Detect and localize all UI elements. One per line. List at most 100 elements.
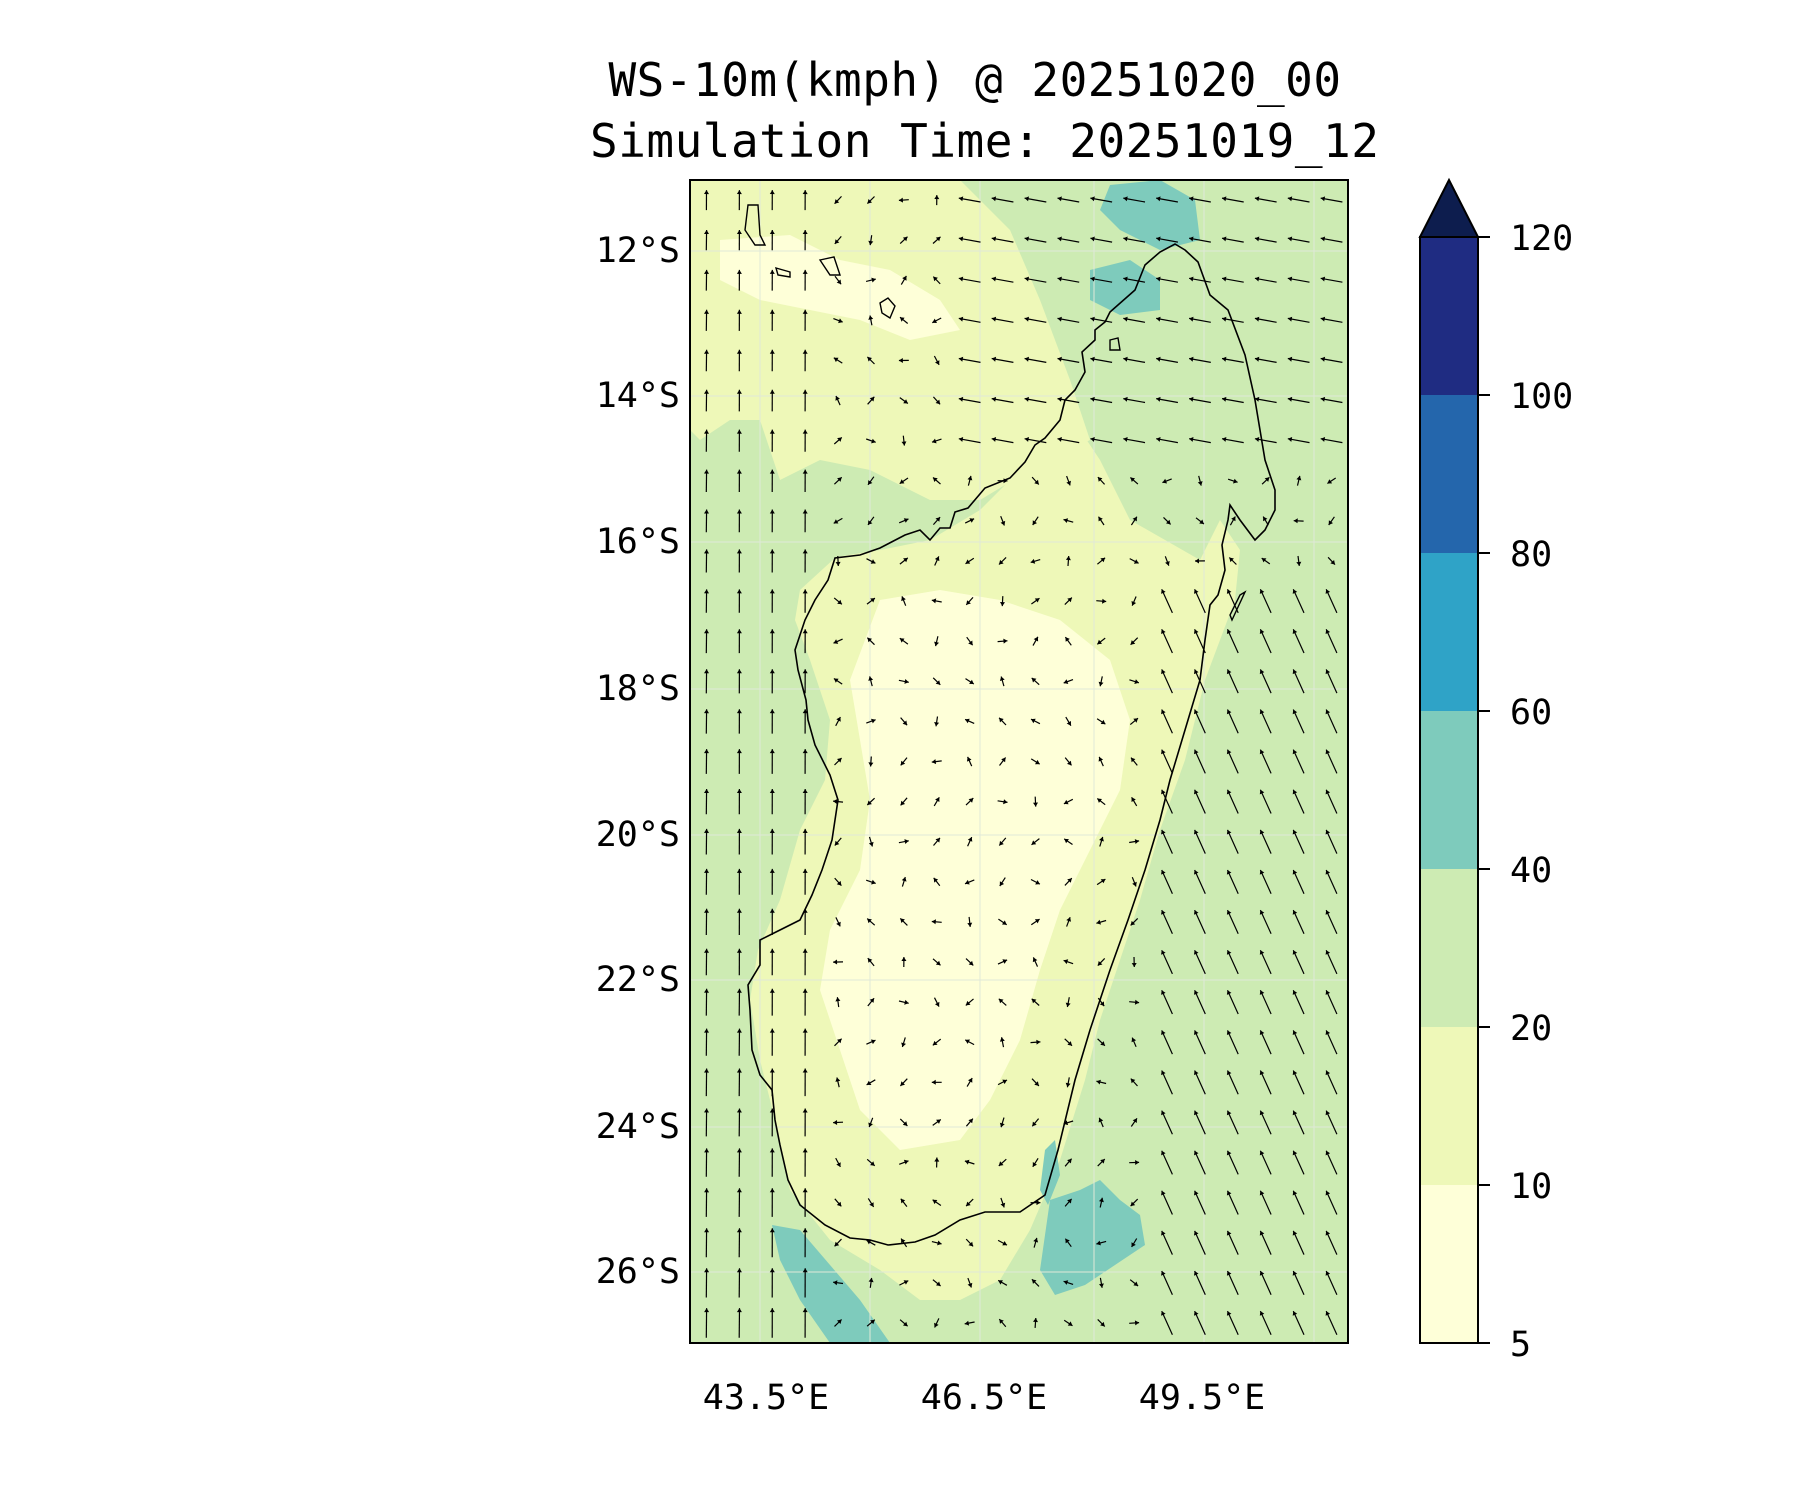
wind-vector-head [1194,709,1199,715]
wind-vector-head [736,1148,742,1153]
wind-vector [1226,1150,1239,1175]
wind-vector-head [867,958,873,963]
wind-vector-head [1292,1311,1298,1316]
wind-vector-head [991,196,997,202]
wind-vector-head [736,1228,742,1233]
wind-vector-head [802,709,808,714]
wind-vector-head [704,948,709,953]
wind-vector-head [1123,437,1128,442]
wind-vector-head [802,948,808,953]
wind-vector-head [1325,629,1331,634]
wind-vector-head [1130,640,1136,645]
wind-vector-head [1325,870,1331,875]
wind-vector-head [870,559,876,564]
island-anjouan [818,256,841,276]
wind-vector-head [968,1241,974,1247]
wind-vector-head [1133,559,1139,564]
wind-vector-head [1296,561,1302,566]
wind-vector-head [1096,1240,1101,1246]
colorbar-bin-60-80 [1420,553,1478,711]
wind-vector-head [802,1188,808,1193]
wind-vector-head [736,309,742,314]
wind-vector-head [935,797,940,802]
wind-vector [1259,909,1272,935]
wind-vector-head [769,509,775,514]
wind-vector-head [1065,1082,1071,1088]
wind-vector [1292,909,1305,935]
strong-wind-north-channel [1090,260,1160,315]
wind-vector [1194,1230,1206,1255]
wind-vector-head [704,1108,709,1113]
wind-vector-head [1090,356,1095,362]
wind-vector-head [704,908,709,913]
wind-vector [1292,1150,1305,1175]
wind-vector-head [999,1319,1004,1324]
colorbar-bin-10-20 [1420,1027,1478,1185]
wind-vector-head [1024,437,1029,442]
wind-vector-head [704,1228,710,1233]
wind-vector-head [1287,196,1293,202]
wind-vector-head [802,429,808,434]
wind-vector-head [968,798,974,803]
wind-vector-head [1161,1271,1166,1276]
wind-vector [1259,1030,1272,1055]
wind-vector-head [704,629,709,634]
wind-vector-head [1035,759,1040,765]
wind-vector-head [903,399,908,404]
wind-vector-head [836,1162,841,1167]
wind-vector-head [967,756,972,762]
wind-vector-head [1067,1041,1072,1046]
wind-vector-head [871,879,876,885]
wind-vector-head [736,1268,742,1273]
wind-vector [1161,588,1173,614]
wind-vector [1226,829,1239,854]
wind-vector-head [1098,1117,1104,1123]
wind-vector-head [1030,558,1036,564]
wind-vector-head [1123,396,1128,402]
wind-vector-head [1032,520,1037,525]
wind-vector [1259,749,1272,774]
wind-vector [1194,829,1206,854]
wind-vector-head [900,1198,906,1204]
wind-vector-head [1032,1162,1037,1167]
wind-vector-head [704,1308,710,1313]
wind-vector-head [834,199,840,204]
wind-vector-head [1130,920,1136,926]
wind-vector-head [835,997,841,1002]
wind-vector-head [1226,870,1232,875]
wind-vector-head [867,356,872,362]
wind-vector-head [870,1039,876,1045]
wind-vector-head [1057,236,1062,242]
wind-vector-head [736,429,742,434]
wind-vector-head [999,717,1004,723]
wind-vector-head [1031,677,1037,683]
wind-vector-head [1131,963,1137,967]
wind-vector-head [1194,1190,1199,1196]
wind-vector-head [1090,396,1095,402]
colorbar-label-10: 10 [1510,1167,1553,1207]
wind-vector-head [736,1028,742,1033]
colorbar-ticks [1478,236,1490,1344]
wind-vector-head [935,360,940,365]
wind-vector-head [1259,829,1265,835]
wind-vector-head [736,669,742,674]
wind-vector-head [899,638,905,643]
wind-vector-head [1292,749,1298,755]
wind-vector-head [1000,1202,1006,1208]
wind-vector-head [933,477,938,482]
wind-vector-head [998,1280,1003,1285]
title-line-1: WS-10m(kmph) @ 20251020_00 [608,53,1342,107]
wind-vector [1226,1030,1239,1055]
wind-vector-head [1161,1030,1166,1035]
wind-vector [1226,709,1239,734]
wind-vector-head [704,828,709,833]
wind-vector-head [1063,1280,1069,1285]
wind-vector-head [1036,1039,1041,1045]
wind-vector-head [704,349,709,354]
wind-vector-head [769,709,775,714]
wind-vector-head [1161,910,1166,915]
wind-vector-head [1067,760,1072,766]
wind-vector-head [1000,602,1005,607]
wind-vector [1194,1070,1206,1095]
wind-vector-head [968,1078,973,1083]
